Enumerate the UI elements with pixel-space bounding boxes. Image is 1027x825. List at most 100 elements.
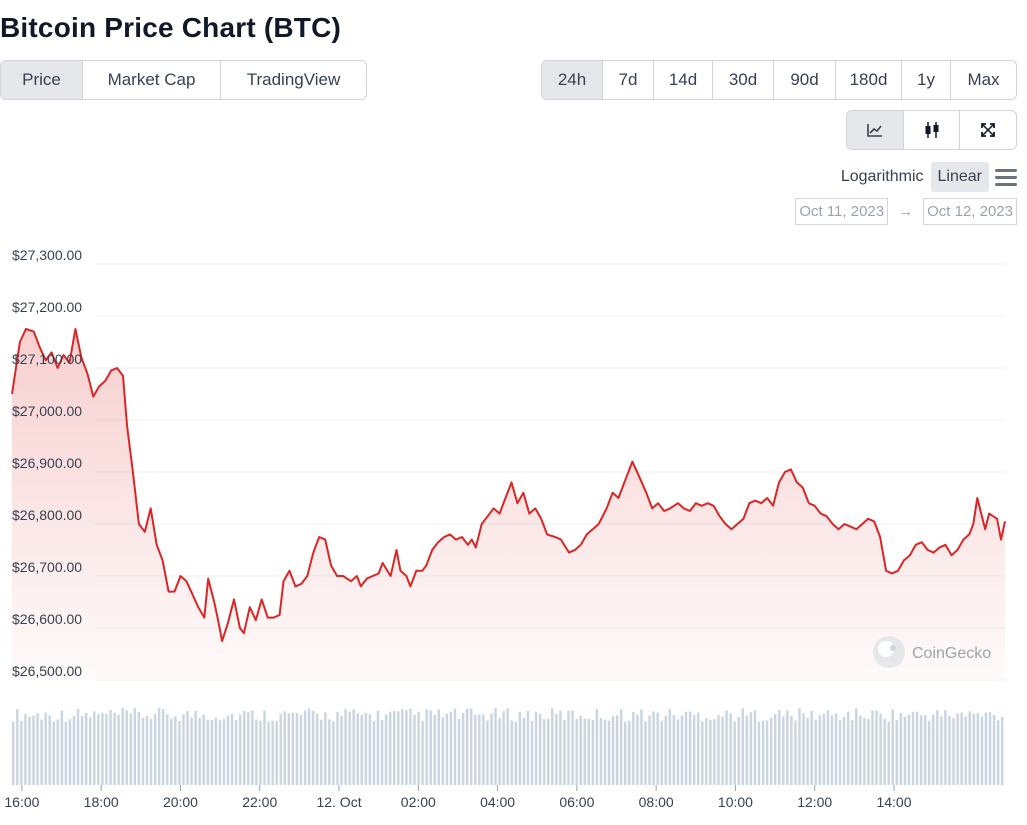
volume-bar — [401, 709, 404, 785]
volume-bar — [927, 720, 931, 785]
watermark-text: CoinGecko — [912, 645, 991, 662]
volume-bar — [271, 720, 274, 785]
candlestick-button[interactable] — [904, 111, 961, 149]
volume-bar — [871, 710, 874, 785]
y-tick-label: $27,100.00 — [12, 351, 82, 367]
volume-bar — [599, 718, 603, 785]
volume-bar — [648, 715, 651, 785]
tab-market-cap[interactable]: Market Cap — [83, 61, 221, 99]
volume-bar — [311, 710, 315, 785]
range-30d-button[interactable]: 30d — [713, 61, 774, 99]
date-to-input[interactable]: Oct 12, 2023 — [923, 198, 1017, 225]
volume-bar — [474, 714, 477, 785]
volume-bar — [206, 719, 209, 785]
range-max-button[interactable]: Max — [967, 70, 1000, 89]
volume-bar — [786, 710, 789, 785]
y-tick-label: $27,000.00 — [12, 403, 82, 419]
logarithmic-option[interactable]: Logarithmic — [840, 168, 924, 185]
range-14d-button[interactable]: 14d — [654, 61, 713, 99]
volume-bar — [668, 709, 672, 785]
volume-bar — [749, 712, 753, 785]
volume-bar — [60, 710, 64, 785]
volume-bar — [344, 709, 347, 785]
volume-bar — [494, 708, 497, 785]
volume-bar — [20, 721, 23, 785]
volume-bar — [944, 710, 947, 785]
volume-bar — [336, 711, 339, 785]
volume-bar — [230, 713, 234, 785]
volume-bar — [340, 715, 343, 785]
volume-bar — [190, 717, 193, 785]
volume-bar — [287, 713, 291, 785]
volume-bar — [628, 720, 631, 785]
volume-bar — [940, 716, 943, 785]
tab-tradingview[interactable]: TradingView — [246, 70, 341, 89]
volume-bar — [903, 716, 907, 785]
range-90d-button[interactable]: 90d — [774, 61, 836, 99]
volume-bar — [425, 709, 428, 785]
time-range-selector: 24h 7d 14d 30d 90d 180d 1y Max — [541, 60, 1017, 100]
chart-view-selector — [846, 110, 1017, 150]
volume-bar — [709, 719, 712, 785]
volume-bar — [194, 710, 197, 785]
volume-bar — [145, 716, 149, 785]
volume-bar — [72, 715, 76, 785]
volume-bar — [559, 710, 562, 785]
tab-price[interactable]: Price — [1, 61, 83, 99]
volume-bar — [794, 720, 797, 785]
line-chart-button[interactable] — [847, 111, 904, 149]
volume-bar — [52, 721, 55, 785]
volume-bar — [36, 713, 39, 785]
volume-bar — [603, 719, 607, 785]
range-7d-button[interactable]: 7d — [603, 61, 654, 99]
linear-option[interactable]: Linear — [930, 162, 989, 192]
volume-bar — [1000, 716, 1004, 785]
price-chart[interactable]: $27,300.00 $27,200.00 $27,100.00 $27,000.00… — [0, 240, 1027, 825]
volume-bar — [607, 720, 611, 785]
y-tick-label: $26,600.00 — [12, 611, 82, 627]
volume-bar — [486, 720, 489, 785]
volume-bar — [186, 710, 189, 785]
range-180d-button[interactable]: 180d — [836, 61, 902, 99]
volume-bar — [579, 715, 582, 785]
line-chart-icon — [867, 124, 882, 137]
volume-bar — [441, 717, 445, 785]
volume-bar — [28, 716, 31, 785]
volume-bar — [923, 714, 927, 785]
range-24h-button[interactable]: 24h — [542, 61, 603, 99]
volume-bar — [883, 718, 886, 785]
range-1y-button[interactable]: 1y — [902, 61, 951, 99]
volume-bar — [141, 717, 145, 785]
volume-bar — [510, 720, 513, 785]
volume-bar — [672, 715, 676, 785]
volume-bar — [846, 711, 850, 785]
volume-bar — [619, 709, 623, 785]
volume-bar — [24, 714, 27, 785]
expand-button[interactable] — [960, 111, 1016, 149]
volume-bar — [834, 713, 838, 785]
x-tick-label: 10:00 — [718, 794, 753, 810]
hamburger-menu-icon[interactable] — [995, 168, 1017, 186]
volume-bar — [773, 714, 777, 785]
volume-bar — [713, 719, 716, 785]
volume-bar — [778, 709, 781, 785]
volume-bar — [867, 718, 870, 785]
date-from-input[interactable]: Oct 11, 2023 — [795, 198, 889, 225]
volume-bar — [129, 713, 132, 785]
volume-bar — [761, 720, 765, 785]
volume-bar — [842, 716, 846, 785]
volume-bar — [721, 716, 724, 785]
volume-bar — [93, 711, 96, 785]
volume-bar — [538, 714, 542, 785]
volume-bar — [757, 721, 761, 785]
volume-bar — [56, 719, 60, 785]
volume-bar — [478, 714, 481, 785]
volume-bar — [247, 712, 250, 785]
volume-bar — [798, 708, 801, 785]
volume-bar — [664, 715, 667, 785]
x-tick-label: 02:00 — [401, 794, 436, 810]
volume-bar — [624, 721, 627, 785]
volume-bar — [652, 711, 655, 785]
volume-bar — [611, 716, 615, 785]
volume-bar — [936, 710, 939, 785]
